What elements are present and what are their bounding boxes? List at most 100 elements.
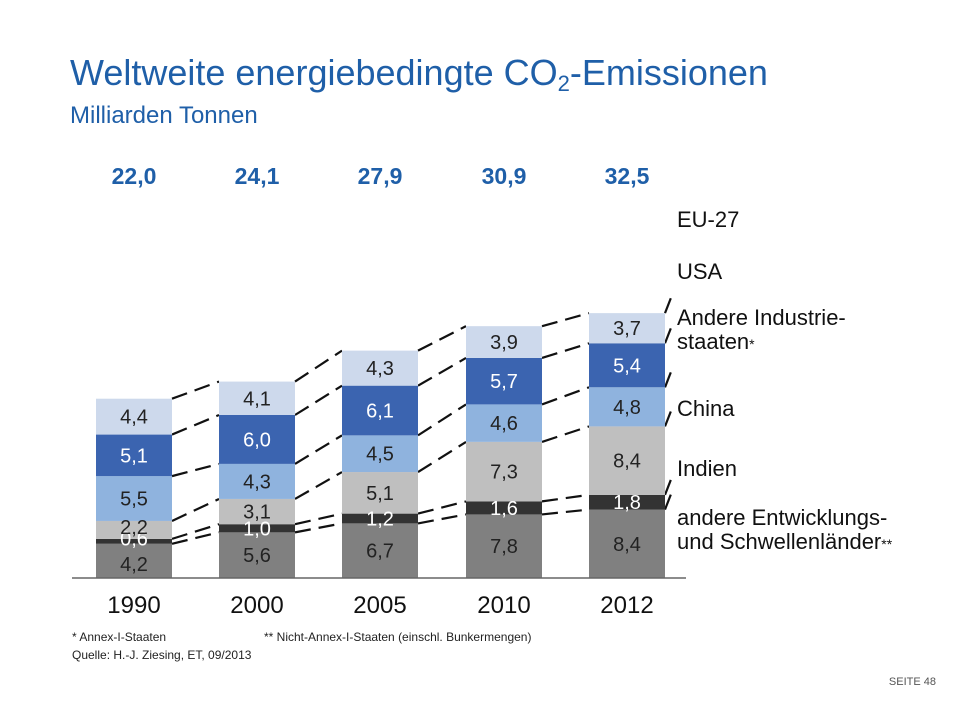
page-subtitle: Milliarden Tonnen — [70, 102, 258, 129]
title-end: -Emissionen — [569, 52, 768, 93]
legend-label: EU-27 — [677, 207, 739, 232]
connector-line — [171, 462, 220, 478]
bar-segment — [466, 514, 542, 578]
bar-segment — [466, 404, 542, 442]
data-label: 4,4 — [120, 407, 148, 429]
data-label: 4,6 — [490, 413, 518, 435]
connector-line — [541, 386, 590, 406]
title-main: Weltweite energiebedingte CO — [70, 52, 558, 93]
bar-segment — [342, 523, 418, 578]
data-label: 8,4 — [613, 534, 641, 556]
connector-line — [171, 380, 220, 400]
legend-label-line2: staaten* — [677, 329, 755, 354]
x-tick-label: 1990 — [107, 592, 160, 619]
data-label: 4,1 — [243, 388, 271, 410]
bar-segment — [342, 472, 418, 514]
data-label: 5,6 — [243, 545, 271, 567]
bar-segment — [589, 426, 665, 495]
bar-segment — [342, 385, 418, 436]
data-label: 4,5 — [366, 444, 394, 466]
data-label: 4,3 — [366, 358, 394, 380]
bar-segment — [589, 343, 665, 388]
bar-segment — [219, 415, 295, 464]
data-label: 1,6 — [490, 498, 518, 520]
data-label: 2,2 — [120, 517, 148, 539]
data-label: 6,1 — [366, 401, 394, 423]
data-label: 8,4 — [613, 451, 641, 473]
connector-line-to-legend — [663, 476, 674, 496]
footnote-non-annex1: ** Nicht-Annex-I-Staaten (einschl. Bunke… — [264, 630, 532, 644]
bar-segment — [219, 463, 295, 499]
legend-footnote-mark: ** — [881, 536, 892, 552]
connector-line — [294, 384, 343, 416]
bar-segment — [342, 513, 418, 524]
connector-line — [294, 522, 343, 534]
connector-line — [541, 425, 590, 443]
legend-footnote-mark: * — [749, 336, 755, 352]
connector-line-to-legend — [663, 324, 674, 344]
legend-label: Andere Industrie- — [677, 305, 846, 330]
bar-segment — [96, 538, 172, 544]
bar-segment — [219, 381, 295, 415]
total-label: 32,5 — [605, 163, 650, 189]
data-label: 5,5 — [120, 489, 148, 511]
bar-segment — [342, 350, 418, 386]
legend-label: China — [677, 396, 735, 421]
data-label: 1,0 — [243, 518, 271, 540]
bar-segment — [466, 501, 542, 515]
bar-segment — [96, 398, 172, 435]
legend-label: andere Entwicklungs- — [677, 505, 887, 530]
legend-label-line2: und Schwellenländer** — [677, 529, 893, 554]
data-label: 6,0 — [243, 429, 271, 451]
data-label: 7,8 — [490, 536, 518, 558]
data-label: 5,1 — [120, 445, 148, 467]
bar-segment — [342, 435, 418, 473]
bar-segment — [466, 326, 542, 358]
x-tick-label: 2012 — [600, 592, 653, 619]
connector-line-to-legend — [663, 408, 674, 427]
connector-line — [541, 508, 590, 516]
bar-segment — [589, 387, 665, 427]
total-label: 22,0 — [112, 163, 157, 189]
page-title: Weltweite energiebedingte CO2-Emissionen — [70, 52, 768, 97]
data-label: 5,7 — [490, 371, 518, 393]
connector-line-to-legend — [663, 491, 674, 510]
connector-line — [417, 325, 467, 352]
connector-line — [417, 513, 467, 525]
bar-segment — [96, 476, 172, 521]
x-tick-label: 2010 — [477, 592, 530, 619]
x-tick-label: 2005 — [353, 592, 406, 619]
total-label: 27,9 — [358, 163, 403, 189]
data-label: 7,3 — [490, 462, 518, 484]
connector-line — [541, 493, 590, 503]
bar-segment — [466, 357, 542, 405]
data-label: 5,4 — [613, 355, 641, 377]
legend-label: USA — [677, 259, 723, 284]
footnote-annex1: * Annex-I-Staaten — [72, 630, 167, 644]
connector-line — [541, 312, 590, 328]
bar-segment — [219, 498, 295, 525]
bar-segment — [466, 441, 542, 502]
data-label: 1,2 — [366, 509, 394, 531]
data-label: 3,7 — [613, 318, 641, 340]
data-label: 1,8 — [613, 492, 641, 514]
title-subscript: 2 — [557, 71, 570, 96]
bar-segment — [219, 532, 295, 578]
legend-label: Indien — [677, 456, 737, 481]
connector-line — [294, 349, 343, 383]
data-label: 3,9 — [490, 332, 518, 354]
data-label: 5,1 — [366, 483, 394, 505]
connector-line — [294, 512, 343, 526]
connector-line — [294, 434, 343, 465]
connector-line — [171, 497, 220, 522]
page-number: SEITE 48 — [888, 676, 936, 688]
data-label: 6,7 — [366, 541, 394, 563]
connector-line — [171, 523, 220, 540]
connector-line — [294, 471, 343, 500]
connector-line — [417, 356, 467, 387]
x-tick-label: 2000 — [230, 592, 283, 619]
bar-segment — [589, 509, 665, 578]
data-label: 4,2 — [120, 554, 148, 576]
connector-line-to-legend — [663, 368, 674, 388]
